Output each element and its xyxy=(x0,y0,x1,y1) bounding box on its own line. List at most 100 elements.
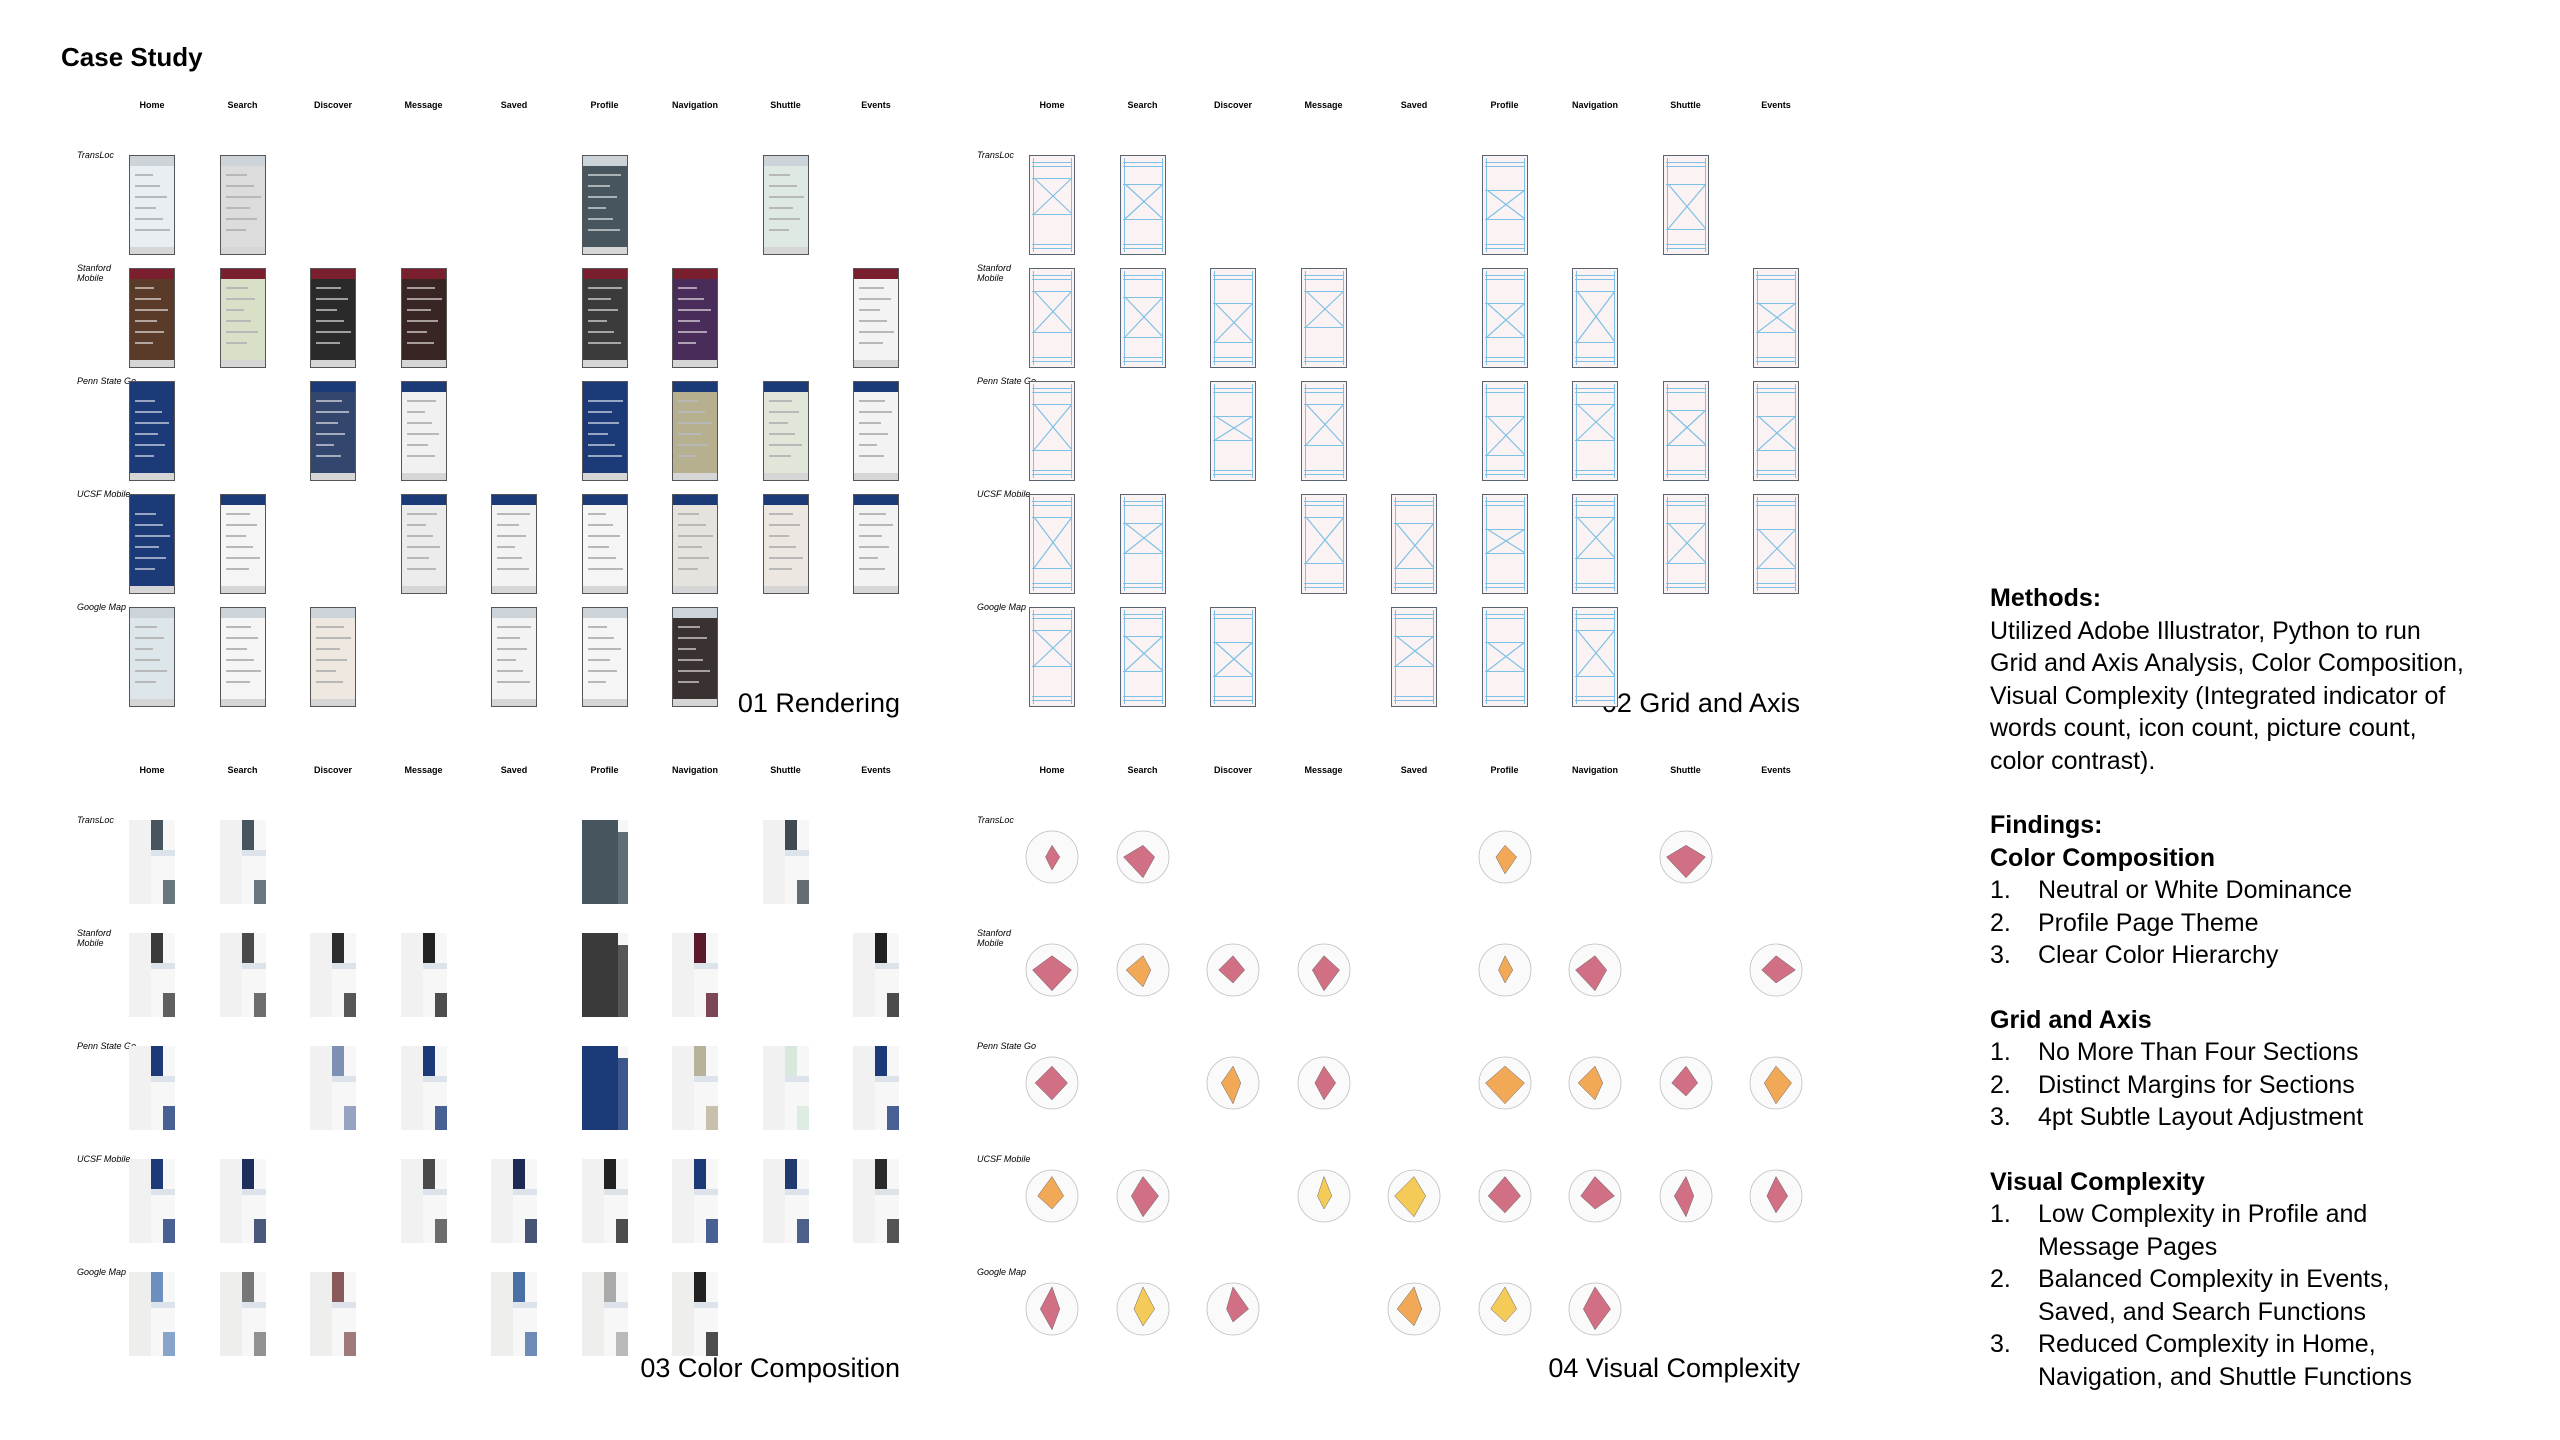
text-line xyxy=(225,557,260,559)
text-line xyxy=(859,433,888,435)
axis-line xyxy=(1123,497,1125,591)
text-line xyxy=(316,309,337,311)
grid-wireframe xyxy=(1029,268,1075,368)
axis-line xyxy=(1342,384,1344,478)
accent-color-block xyxy=(615,1219,628,1243)
grid-line xyxy=(1032,275,1072,276)
row-label-penn-state-go: Penn State Go xyxy=(77,1041,137,1051)
text-line xyxy=(406,444,428,446)
text-line xyxy=(859,342,883,344)
text-line xyxy=(678,287,697,289)
axis-line xyxy=(1704,158,1706,252)
cross-marker xyxy=(1214,302,1254,343)
text-line xyxy=(225,298,255,300)
grid-wireframe xyxy=(1481,268,1528,368)
text-line xyxy=(316,670,336,672)
column-header-navigation: Navigation xyxy=(671,100,719,110)
text-line xyxy=(859,422,881,424)
accent-color-block xyxy=(875,1046,887,1076)
screen-tabbar xyxy=(130,699,174,706)
text-line xyxy=(135,557,166,559)
row-label-stanford-mobile: Stanford Mobile xyxy=(77,263,112,283)
cross-marker xyxy=(1033,403,1073,451)
grid-line xyxy=(1303,474,1344,475)
text-line xyxy=(587,422,619,424)
dominant-color-block xyxy=(762,820,785,904)
complexity-radar xyxy=(1025,1056,1079,1110)
axis-line xyxy=(1523,271,1525,365)
axis-line xyxy=(1161,271,1163,365)
accent-color-block xyxy=(796,880,809,904)
screen-tabbar xyxy=(130,247,174,254)
grid-line xyxy=(1394,636,1434,637)
screen-header xyxy=(401,269,446,279)
accent-color-block xyxy=(875,1159,887,1189)
cross-line xyxy=(1033,629,1073,667)
screen-thumbnail xyxy=(400,494,447,594)
screen-thumbnail xyxy=(672,268,718,368)
axis-line xyxy=(1614,384,1615,478)
column-header-saved: Saved xyxy=(1400,100,1428,110)
grid-line xyxy=(1303,275,1344,276)
dominant-color-block xyxy=(581,933,618,1017)
grid-line xyxy=(1575,614,1615,615)
grid-wireframe xyxy=(1662,381,1709,481)
text-line xyxy=(225,207,250,209)
accent-color-block xyxy=(422,933,435,963)
radar-shape xyxy=(1221,1065,1242,1105)
text-line xyxy=(497,513,530,515)
cross-line xyxy=(1576,629,1616,677)
grid-line xyxy=(1756,416,1796,417)
text-line xyxy=(135,411,162,413)
grid-line xyxy=(1484,587,1525,588)
grid-line xyxy=(1575,696,1615,697)
text-line xyxy=(587,185,610,187)
finding-text: Navigation, and Shuttle Functions xyxy=(2038,1362,2412,1391)
grid-line xyxy=(1303,470,1344,471)
accent-color-block xyxy=(875,933,887,963)
findings-group-title: Visual Complexity xyxy=(1990,1167,2205,1196)
text-line xyxy=(678,626,700,628)
complexity-radar xyxy=(1478,830,1531,884)
grid-wireframe xyxy=(1300,494,1347,594)
text-line xyxy=(406,342,434,344)
grid-wireframe xyxy=(1662,494,1709,594)
screen-header xyxy=(311,382,355,392)
axis-line xyxy=(1304,271,1306,365)
finding-item: 2. Balanced Complexity in Events, Saved, a… xyxy=(1990,1263,2530,1328)
grid-line xyxy=(1756,505,1796,506)
cross-marker xyxy=(1486,528,1525,554)
screen-header xyxy=(854,382,898,392)
dominant-color-block xyxy=(129,1272,151,1356)
minor-color-block xyxy=(241,850,266,856)
grid-line xyxy=(1122,361,1163,362)
screen-thumbnail xyxy=(581,381,628,481)
text-line xyxy=(587,524,613,526)
finding-number: 2. xyxy=(1990,908,2011,937)
screen-header xyxy=(220,269,265,279)
accent-color-block xyxy=(784,820,797,850)
screen-thumbnail xyxy=(762,494,809,594)
cross-marker xyxy=(1395,522,1435,569)
text-line xyxy=(859,309,880,311)
row-label-penn-state-go: Penn State Go xyxy=(977,376,1037,386)
text-line xyxy=(859,568,885,570)
grid-line xyxy=(1213,440,1253,441)
grid-line xyxy=(1484,696,1525,697)
accent-color-block xyxy=(784,1046,797,1076)
screen-header xyxy=(311,269,355,279)
finding-number: 3. xyxy=(1990,1330,2011,1358)
axis-line xyxy=(1523,610,1525,704)
cross-marker xyxy=(1667,522,1706,564)
complexity-radar xyxy=(1116,943,1169,997)
grid-line xyxy=(1213,342,1253,343)
complexity-radar xyxy=(1025,830,1079,884)
text-line xyxy=(406,422,432,424)
text-line xyxy=(225,546,253,548)
dominant-color-block xyxy=(581,1046,618,1130)
grid-line xyxy=(1575,342,1615,343)
row-label-transloc: TransLoc xyxy=(77,150,114,160)
text-line xyxy=(497,546,515,548)
axis-line xyxy=(1252,384,1253,478)
grid-line xyxy=(1484,642,1525,643)
